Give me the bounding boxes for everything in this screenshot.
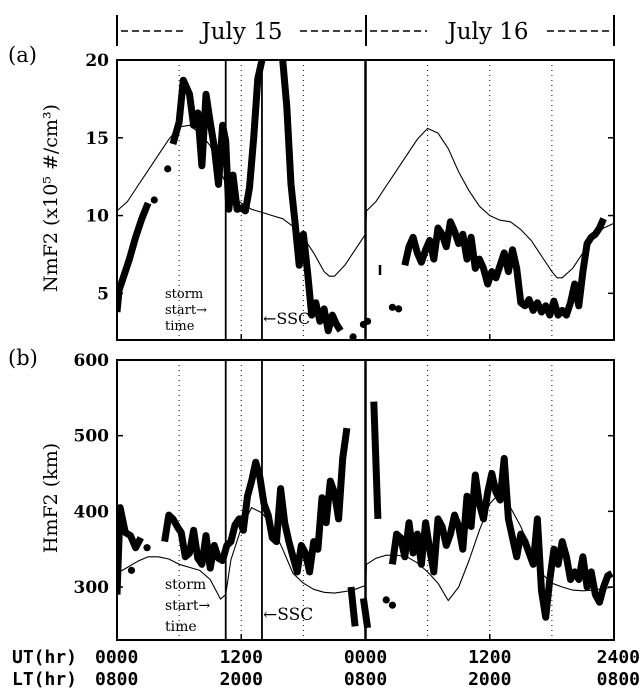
ut-tick-label: 1200: [468, 647, 511, 668]
observed-point: [143, 544, 151, 552]
y-tick-label: 300: [74, 578, 110, 598]
date-header: July 15 July 16: [116, 15, 615, 46]
annotation-time: time: [165, 619, 197, 635]
annotation-storm: storm: [165, 577, 206, 593]
x-axis-lt-title: LT(hr): [12, 669, 77, 690]
annotation-ssc: ←SSC: [263, 309, 310, 328]
observed-point: [349, 333, 357, 340]
annotations-panel-a: storm start→ time ←SSC: [165, 287, 310, 334]
y-axis-title-nmf2: NmF2 (x10⁵ #/cm³): [40, 104, 62, 292]
observed-segment: [117, 201, 152, 313]
panel-label-b: (b): [8, 346, 38, 370]
y-tick-label: 15: [85, 129, 109, 149]
observed-point: [127, 566, 136, 574]
observed-point: [388, 601, 397, 609]
y-tick-label: 500: [74, 427, 110, 447]
observed-segment: [117, 504, 144, 595]
ut-tick-label: 0000: [95, 647, 138, 668]
annotation-time: time: [165, 319, 195, 334]
panel-b: 300 400 500 600: [74, 351, 615, 641]
lt-tick-label: 0800: [344, 669, 387, 690]
observed-point: [150, 196, 158, 204]
observed-segment: [370, 401, 382, 520]
panel-label-a: (a): [8, 43, 37, 67]
annotation-start: start→: [165, 303, 207, 318]
y-tick-label: 10: [85, 207, 109, 227]
annotations-panel-b: storm start→ time ←SSC: [165, 577, 313, 635]
lt-tick-label: 0800: [597, 669, 640, 690]
observed-segment: [169, 60, 266, 215]
lt-tick-label: 2000: [468, 669, 511, 690]
y-tick-label: 20: [85, 51, 109, 71]
y-tick-label: 5: [97, 284, 109, 304]
observed-segment: [279, 60, 344, 335]
y-tick-label: 600: [74, 351, 110, 371]
panel-a: 5 10 15 20: [85, 51, 615, 341]
plot-area: [117, 401, 614, 629]
date-label-july15: July 15: [200, 19, 283, 45]
observed-point: [164, 165, 172, 173]
date-label-july16: July 16: [446, 19, 529, 45]
observed-point: [388, 303, 397, 311]
lt-tick-label: 2000: [220, 669, 263, 690]
observed-segment: [388, 454, 614, 621]
observed-point: [382, 596, 390, 604]
observed-segment: [347, 586, 359, 627]
observed-segment: [161, 427, 351, 576]
x-axis-ut-title: UT(hr): [12, 647, 77, 668]
annotation-storm: storm: [165, 287, 203, 302]
y-tick-label: 400: [74, 502, 110, 522]
observed-segment: [401, 217, 607, 319]
y-axis-title-hmf2: HmF2 (km): [40, 443, 62, 553]
annotation-ssc: ←SSC: [263, 605, 313, 625]
observed-point: [395, 305, 403, 313]
ut-tick-label: 0000: [344, 647, 387, 668]
x-axis-labels: UT(hr) LT(hr) 00000800120020000000080012…: [12, 647, 640, 690]
ut-tick-label: 2400: [597, 647, 640, 668]
ut-tick-label: 1200: [220, 647, 263, 668]
annotation-start: start→: [165, 598, 210, 614]
lt-tick-label: 0800: [95, 669, 138, 690]
